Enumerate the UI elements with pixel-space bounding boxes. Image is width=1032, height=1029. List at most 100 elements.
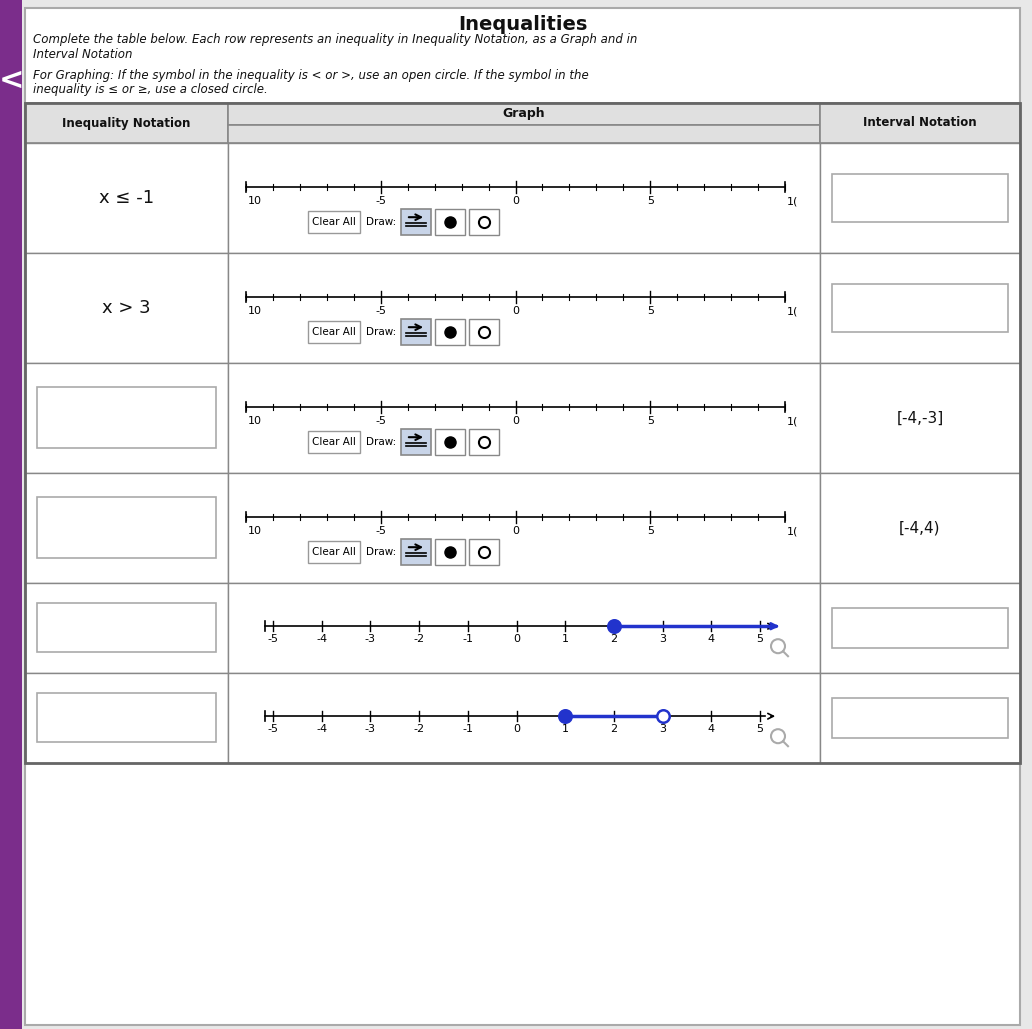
Bar	[832, 608, 1008, 648]
Bar	[820, 473, 1020, 583]
Text: 0: 0	[512, 306, 519, 316]
Text: 0: 0	[512, 526, 519, 536]
Text: Clear All: Clear All	[312, 217, 356, 227]
Text: 0: 0	[512, 196, 519, 206]
Bar	[469, 429, 499, 455]
Bar	[469, 539, 499, 565]
Text: -1: -1	[462, 634, 474, 644]
Text: 2: 2	[610, 724, 617, 735]
Text: 5: 5	[647, 196, 653, 206]
Bar	[308, 321, 360, 344]
Text: inequality is ≤ or ≥, use a closed circle.: inequality is ≤ or ≥, use a closed circl…	[33, 82, 267, 96]
Text: Draw:: Draw:	[366, 327, 396, 338]
Text: -1: -1	[462, 724, 474, 735]
Bar	[436, 319, 465, 345]
Bar	[25, 473, 228, 583]
Bar	[0, 0, 22, 1029]
Bar	[436, 429, 465, 455]
Bar	[308, 431, 360, 453]
Text: 3: 3	[659, 634, 666, 644]
Text: x ≤ -1: x ≤ -1	[99, 189, 154, 207]
Bar	[820, 143, 1020, 253]
Text: -4: -4	[316, 724, 327, 735]
Bar	[228, 673, 820, 762]
Text: 0: 0	[513, 634, 520, 644]
Text: 1(: 1(	[787, 196, 799, 206]
Text: 1: 1	[561, 634, 569, 644]
Bar	[25, 673, 228, 762]
Text: 2: 2	[610, 634, 617, 644]
Text: 4: 4	[708, 724, 715, 735]
Bar	[820, 583, 1020, 673]
Text: For Graphing: If the symbol in the inequality is < or >, use an open circle. If : For Graphing: If the symbol in the inequ…	[33, 69, 588, 81]
Text: -5: -5	[376, 416, 386, 426]
Bar	[228, 253, 820, 363]
Bar	[308, 541, 360, 563]
Bar	[228, 583, 820, 673]
Bar	[832, 284, 1008, 332]
Bar	[401, 429, 431, 455]
Text: -4: -4	[316, 634, 327, 644]
Bar	[37, 603, 216, 652]
Bar	[37, 497, 216, 558]
Text: Clear All: Clear All	[312, 327, 356, 338]
Text: 1(: 1(	[787, 526, 799, 536]
Bar	[308, 211, 360, 234]
Text: x > 3: x > 3	[102, 299, 151, 317]
Bar	[25, 253, 228, 363]
Bar	[401, 319, 431, 345]
Bar	[25, 103, 228, 143]
Bar	[37, 693, 216, 742]
Text: -2: -2	[414, 724, 424, 735]
Bar	[820, 673, 1020, 762]
Bar	[25, 143, 228, 253]
Text: Clear All: Clear All	[312, 547, 356, 557]
Text: Inequality Notation: Inequality Notation	[62, 116, 191, 130]
Text: Interval Notation: Interval Notation	[863, 116, 977, 130]
Bar	[228, 473, 820, 583]
Text: -5: -5	[267, 634, 279, 644]
Text: 0: 0	[512, 416, 519, 426]
Bar	[820, 363, 1020, 473]
Bar	[436, 539, 465, 565]
Bar	[25, 103, 1020, 762]
Bar	[401, 209, 431, 236]
Text: 1: 1	[561, 724, 569, 735]
Text: -2: -2	[414, 634, 424, 644]
Bar	[820, 253, 1020, 363]
Text: 10: 10	[248, 526, 262, 536]
Text: 5: 5	[756, 724, 764, 735]
Text: Graph: Graph	[503, 107, 545, 120]
Text: Complete the table below. Each row represents an inequality in Inequality Notati: Complete the table below. Each row repre…	[33, 34, 638, 46]
Text: 3: 3	[659, 724, 666, 735]
Text: 5: 5	[647, 306, 653, 316]
Text: 5: 5	[647, 416, 653, 426]
Bar	[228, 103, 820, 125]
Bar	[832, 699, 1008, 738]
Text: [-4,4): [-4,4)	[899, 521, 941, 535]
Text: [-4,-3]: [-4,-3]	[897, 411, 943, 426]
Text: 1(: 1(	[787, 416, 799, 426]
Text: 5: 5	[756, 634, 764, 644]
Text: -3: -3	[365, 724, 376, 735]
Text: <: <	[0, 66, 24, 95]
Text: Draw:: Draw:	[366, 437, 396, 448]
Bar	[228, 363, 820, 473]
Text: 10: 10	[248, 416, 262, 426]
Bar	[469, 209, 499, 236]
Text: 1(: 1(	[787, 306, 799, 316]
Text: Interval Notation: Interval Notation	[33, 47, 132, 61]
Text: Draw:: Draw:	[366, 217, 396, 227]
Text: Inequalities: Inequalities	[458, 14, 587, 34]
Text: 10: 10	[248, 196, 262, 206]
Bar	[469, 319, 499, 345]
Text: Draw:: Draw:	[366, 547, 396, 557]
Bar	[25, 363, 228, 473]
Text: -5: -5	[376, 196, 386, 206]
Bar	[436, 209, 465, 236]
Bar	[228, 143, 820, 253]
Bar	[25, 583, 228, 673]
Bar	[820, 103, 1020, 143]
Bar	[228, 125, 820, 143]
Text: 10: 10	[248, 306, 262, 316]
